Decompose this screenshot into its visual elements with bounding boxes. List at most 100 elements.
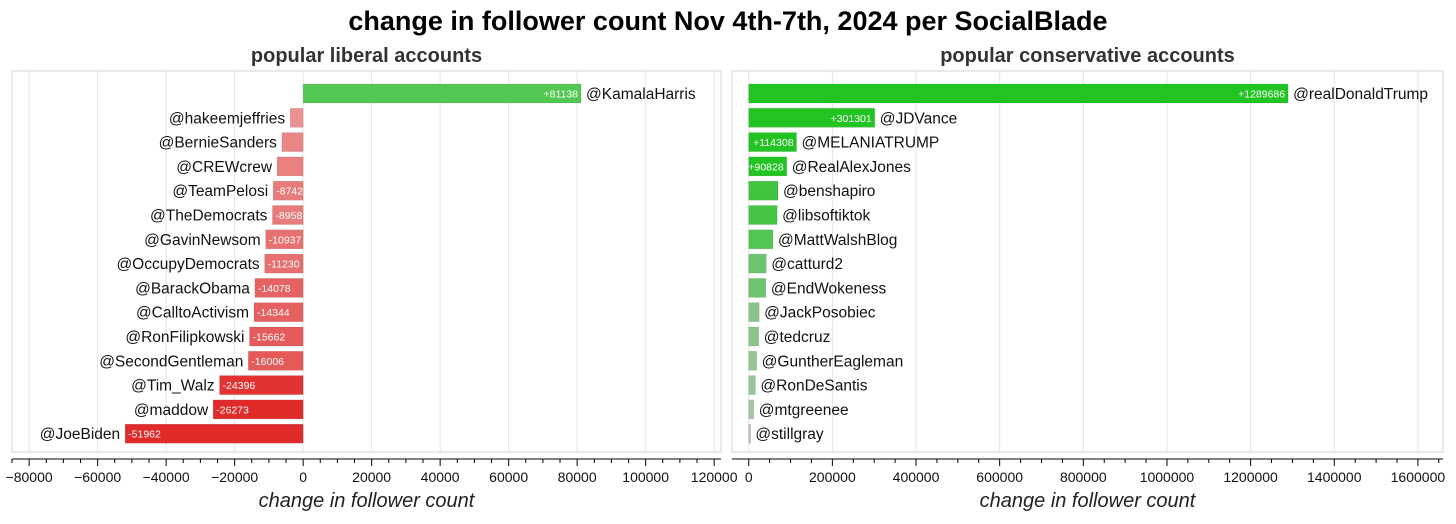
conservative-data-label: +90828 <box>748 161 783 173</box>
liberal-data-label: -8958 <box>275 210 302 222</box>
conservative-data-label: +301301 <box>831 113 872 125</box>
conservative-bar <box>748 350 757 371</box>
conservative-tick-label: 600000 <box>976 469 1023 485</box>
conservative-bar <box>748 229 774 250</box>
conservative-category-label: @libsoftiktok <box>782 208 870 225</box>
liberal-category-label: @TeamPelosi <box>172 183 268 200</box>
liberal-bar <box>302 83 582 104</box>
liberal-category-label: @BernieSanders <box>159 135 278 152</box>
conservative-tick-label: 200000 <box>809 469 856 485</box>
liberal-data-label: -10937 <box>269 234 302 246</box>
conservative-data-label: +1289686 <box>1238 89 1285 101</box>
liberal-bar <box>212 399 304 420</box>
conservative-category-label: @catturd2 <box>771 256 843 273</box>
conservative-bar <box>748 302 760 323</box>
liberal-bar <box>272 180 304 201</box>
liberal-data-label: -26273 <box>216 404 249 416</box>
conservative-tick-label: 800000 <box>1060 469 1107 485</box>
liberal-tick-label: −40000 <box>143 469 190 485</box>
liberal-category-label: @CalltoActivism <box>136 305 249 322</box>
conservative-bar <box>748 375 756 395</box>
liberal-bar <box>219 375 304 395</box>
liberal-category-label: @RonFilipkowski <box>125 329 244 346</box>
conservative-category-label: @JackPosobiec <box>764 305 876 322</box>
liberal-panel: popular liberal accounts −80000 −60000 −400… <box>6 45 738 512</box>
liberal-bar <box>124 423 304 444</box>
conservative-bar <box>748 108 876 128</box>
liberal-data-label: -8742 <box>276 186 303 198</box>
conservative-tick-label: 400000 <box>893 469 940 485</box>
conservative-bar <box>748 205 778 225</box>
conservative-category-label: @MattWalshBlog <box>778 232 897 249</box>
conservative-axis-label: change in follower count <box>980 490 1197 512</box>
liberal-axis-label: change in follower count <box>259 490 476 512</box>
liberal-category-label: @SecondGentleman <box>99 353 243 370</box>
liberal-bar <box>265 229 304 250</box>
conservative-category-label: @tedcruz <box>764 329 831 346</box>
liberal-data-label: -16006 <box>251 356 284 368</box>
conservative-category-label: @mtgreenee <box>759 402 849 419</box>
conservative-category-label: @GuntherEagleman <box>762 353 904 370</box>
liberal-bar <box>264 253 304 274</box>
conservative-bar <box>748 180 779 201</box>
conservative-panel-title: popular conservative accounts <box>940 45 1235 67</box>
conservative-plot-frame <box>731 70 1444 453</box>
conservative-tick-label: 0 <box>745 469 753 485</box>
liberal-tick-label: 40000 <box>421 469 460 485</box>
liberal-bar <box>276 156 304 177</box>
conservative-category-label: @JDVance <box>880 110 957 127</box>
conservative-category-label: @stillgray <box>755 426 824 443</box>
liberal-bar <box>253 302 304 323</box>
liberal-category-label: @hakeemjeffries <box>169 110 286 127</box>
liberal-category-label: @OccupyDemocrats <box>116 256 259 273</box>
conservative-category-label: @realDonaldTrump <box>1293 86 1428 103</box>
liberal-plot-frame <box>11 70 722 453</box>
liberal-data-label: -51962 <box>128 429 161 441</box>
conservative-category-label: @EndWokeness <box>771 280 887 297</box>
liberal-tick-label: 0 <box>299 469 307 485</box>
liberal-bar <box>248 350 304 371</box>
conservative-tick-label: 1400000 <box>1307 469 1362 485</box>
liberal-data-label: -11230 <box>268 259 300 271</box>
liberal-category-label: @BarackObama <box>135 280 250 297</box>
main-title: change in follower count Nov 4th-7th, 20… <box>348 6 1108 36</box>
liberal-tick-label: 20000 <box>352 469 391 485</box>
conservative-tick-label: 1000000 <box>1140 469 1195 485</box>
liberal-panel-title: popular liberal accounts <box>251 45 482 67</box>
liberal-bar <box>254 278 304 298</box>
conservative-category-label: @benshapiro <box>783 183 875 200</box>
liberal-bar <box>281 132 304 152</box>
liberal-category-label: @GavinNewsom <box>144 232 261 249</box>
liberal-tick-label: −60000 <box>74 469 121 485</box>
conservative-tick-label: 1200000 <box>1223 469 1278 485</box>
liberal-data-label: -14078 <box>258 283 291 295</box>
liberal-category-label: @JoeBiden <box>40 426 120 443</box>
conservative-bar <box>748 326 760 347</box>
conservative-panel: popular conservative accounts 0 200000 4000… <box>731 45 1445 512</box>
conservative-bar <box>748 399 755 420</box>
liberal-data-label: -15662 <box>252 332 285 344</box>
conservative-bar <box>748 132 797 152</box>
conservative-bar <box>748 423 752 444</box>
conservative-bar <box>748 156 788 177</box>
liberal-tick-label: −80000 <box>6 469 53 485</box>
liberal-tick-label: 100000 <box>622 469 669 485</box>
liberal-bar <box>249 326 304 347</box>
liberal-data-label: -14344 <box>257 307 290 319</box>
conservative-category-label: @MELANIATRUMP <box>802 135 940 152</box>
liberal-category-label: @CREWcrew <box>176 159 273 176</box>
liberal-tick-label: −20000 <box>211 469 258 485</box>
liberal-bar <box>289 108 304 128</box>
liberal-data-label: -24396 <box>223 380 256 392</box>
liberal-tick-label: 60000 <box>489 469 528 485</box>
conservative-bar <box>748 278 767 298</box>
conservative-category-label: @RealAlexJones <box>792 159 911 176</box>
conservative-bar <box>748 253 767 274</box>
liberal-category-label: @TheDemocrats <box>150 208 268 225</box>
conservative-category-label: @RonDeSantis <box>760 378 867 395</box>
liberal-data-label: +81138 <box>543 89 578 101</box>
liberal-tick-label: 120000 <box>691 469 738 485</box>
liberal-category-label: @KamalaHarris <box>586 86 696 103</box>
